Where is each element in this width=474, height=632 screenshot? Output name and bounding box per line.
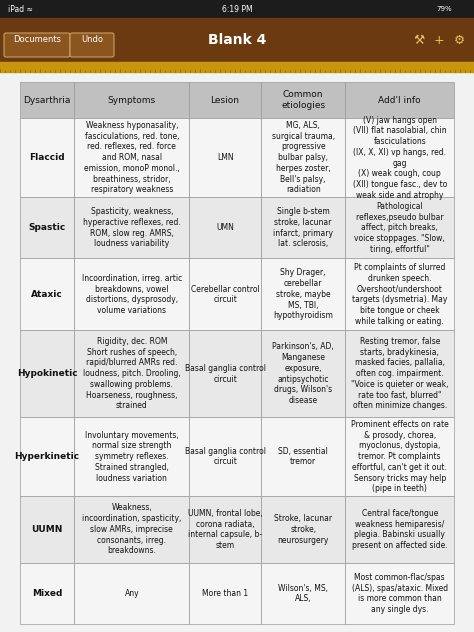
Bar bbox=[189, 496, 261, 562]
Bar bbox=[261, 118, 346, 197]
FancyBboxPatch shape bbox=[4, 33, 70, 57]
Bar bbox=[189, 82, 261, 118]
Text: 79%: 79% bbox=[436, 6, 452, 12]
Bar bbox=[74, 417, 189, 496]
Text: More than 1: More than 1 bbox=[202, 589, 248, 598]
FancyBboxPatch shape bbox=[70, 33, 114, 57]
Bar bbox=[20, 197, 74, 258]
Text: Symptoms: Symptoms bbox=[108, 95, 156, 104]
Text: LMN: LMN bbox=[217, 153, 233, 162]
Bar bbox=[189, 197, 261, 258]
Text: Incoordination, irreg. artic
breakdowns, vowel
distortions, dysprosody,
volume v: Incoordination, irreg. artic breakdowns,… bbox=[82, 274, 182, 315]
Bar bbox=[0, 0, 474, 18]
Bar bbox=[74, 496, 189, 562]
Text: ⚒: ⚒ bbox=[413, 33, 425, 47]
Bar bbox=[0, 62, 474, 72]
Text: UMN: UMN bbox=[216, 223, 234, 233]
Bar bbox=[20, 496, 74, 562]
Bar bbox=[189, 417, 261, 496]
Bar bbox=[74, 82, 189, 118]
Text: Single b-stem
stroke, lacunar
infarct, primary
lat. sclerosis,: Single b-stem stroke, lacunar infarct, p… bbox=[273, 207, 333, 248]
Text: Hyperkinetic: Hyperkinetic bbox=[15, 452, 80, 461]
Text: Cerebellar control
circuit: Cerebellar control circuit bbox=[191, 284, 259, 305]
Bar bbox=[261, 82, 346, 118]
Text: Flaccid: Flaccid bbox=[29, 153, 65, 162]
Text: MG, ALS,
surgical trauma,
progressive
bulbar palsy,
herpes zoster,
Bell's palsy,: MG, ALS, surgical trauma, progressive bu… bbox=[272, 121, 335, 195]
Bar bbox=[346, 562, 454, 624]
Text: Spastic: Spastic bbox=[28, 223, 66, 233]
Bar bbox=[20, 258, 74, 331]
Text: 6:19 PM: 6:19 PM bbox=[222, 4, 252, 13]
Bar bbox=[346, 496, 454, 562]
Text: Hypokinetic: Hypokinetic bbox=[17, 369, 77, 378]
Text: Weakness,
incoordination, spasticity,
slow AMRs, imprecise
consonants, irreg.
br: Weakness, incoordination, spasticity, sl… bbox=[82, 504, 182, 556]
Text: Documents: Documents bbox=[13, 35, 61, 44]
Text: Resting tremor, false
starts, bradykinesia,
masked facies, pallalia,
often cog. : Resting tremor, false starts, bradykines… bbox=[351, 337, 448, 410]
Text: Central face/tongue
weakness hemiparesis/
plegia. Babinski usually
present on af: Central face/tongue weakness hemiparesis… bbox=[352, 509, 447, 550]
Text: Add'l info: Add'l info bbox=[378, 95, 421, 104]
Bar bbox=[20, 118, 74, 197]
Text: Shy Drager,
cerebellar
stroke, maybe
MS, TBI,
hypothyroidism: Shy Drager, cerebellar stroke, maybe MS,… bbox=[273, 269, 333, 320]
Bar bbox=[0, 18, 474, 62]
Bar bbox=[261, 258, 346, 331]
Text: Most common-flac/spas
(ALS), spas/ataxic. Mixed
is more common than
any single d: Most common-flac/spas (ALS), spas/ataxic… bbox=[352, 573, 448, 614]
Text: Ataxic: Ataxic bbox=[31, 290, 63, 299]
Bar bbox=[189, 258, 261, 331]
Text: Lesion: Lesion bbox=[210, 95, 239, 104]
Text: Spasticity, weakness,
hyperactive reflexes, red.
ROM, slow reg. AMRS,
loudness v: Spasticity, weakness, hyperactive reflex… bbox=[83, 207, 181, 248]
Bar bbox=[346, 197, 454, 258]
Bar bbox=[74, 258, 189, 331]
Bar bbox=[261, 417, 346, 496]
Text: ⚙: ⚙ bbox=[453, 33, 465, 47]
Bar bbox=[346, 258, 454, 331]
Text: Rigidity, dec. ROM
Short rushes of speech,
rapid/blurred AMRs red.
loudness, pit: Rigidity, dec. ROM Short rushes of speec… bbox=[83, 337, 181, 410]
Bar bbox=[346, 331, 454, 417]
Text: Mixed: Mixed bbox=[32, 589, 62, 598]
Bar bbox=[20, 331, 74, 417]
Text: Pt complaints of slurred
drunken speech.
Overshoot/undershoot
targets (dysmetria: Pt complaints of slurred drunken speech.… bbox=[352, 263, 447, 326]
Bar bbox=[74, 118, 189, 197]
Text: Pathological
reflexes,pseudo bulbar
affect, pitch breaks,
voice stoppages. "Slow: Pathological reflexes,pseudo bulbar affe… bbox=[355, 202, 445, 254]
Bar bbox=[261, 197, 346, 258]
Bar bbox=[261, 496, 346, 562]
Text: +: + bbox=[434, 33, 444, 47]
Text: Dysarthria: Dysarthria bbox=[23, 95, 71, 104]
Text: Involuntary movements,
normal size strength
symmetry reflexes.
Strained strangle: Involuntary movements, normal size stren… bbox=[85, 430, 179, 483]
Text: Basal ganglia control
circuit: Basal ganglia control circuit bbox=[184, 447, 265, 466]
Text: iPad ≈: iPad ≈ bbox=[8, 4, 33, 13]
Text: Blank 4: Blank 4 bbox=[208, 33, 266, 47]
Bar bbox=[189, 331, 261, 417]
Text: UUMN: UUMN bbox=[31, 525, 63, 534]
Text: Common
etiologies: Common etiologies bbox=[281, 90, 325, 110]
Text: Stroke, lacunar
stroke,
neurosurgery: Stroke, lacunar stroke, neurosurgery bbox=[274, 514, 332, 545]
Bar bbox=[20, 417, 74, 496]
Bar bbox=[74, 562, 189, 624]
Text: Parkinson's, AD,
Manganese
exposure,
antipsychotic
drugs, Wilson's
disease: Parkinson's, AD, Manganese exposure, ant… bbox=[272, 343, 334, 405]
Text: Prominent effects on rate
& prosody, chorea,
myoclonus, dystopia,
tremor. Pt com: Prominent effects on rate & prosody, cho… bbox=[351, 420, 448, 494]
Bar bbox=[189, 118, 261, 197]
Bar bbox=[189, 562, 261, 624]
Bar bbox=[261, 562, 346, 624]
Text: Weakness hyponasality,
fasciculations, red. tone,
red. reflexes, red. force
and : Weakness hyponasality, fasciculations, r… bbox=[84, 121, 180, 195]
Bar bbox=[74, 197, 189, 258]
Bar bbox=[20, 562, 74, 624]
Bar bbox=[74, 331, 189, 417]
Bar bbox=[346, 82, 454, 118]
Bar bbox=[346, 118, 454, 197]
Text: (V) jaw hangs open
(VII) flat nasolabial, chin
fasciculations
(IX, X, XI) vp han: (V) jaw hangs open (VII) flat nasolabial… bbox=[353, 116, 447, 200]
Text: Wilson's, MS,
ALS,: Wilson's, MS, ALS, bbox=[278, 583, 328, 604]
Text: Basal ganglia control
circuit: Basal ganglia control circuit bbox=[184, 364, 265, 384]
Bar bbox=[20, 82, 74, 118]
Text: Undo: Undo bbox=[81, 35, 103, 44]
Text: SD, essential
tremor: SD, essential tremor bbox=[278, 447, 328, 466]
Text: Any: Any bbox=[125, 589, 139, 598]
Bar bbox=[346, 417, 454, 496]
Text: UUMN, frontal lobe,
corona radiata,
internal capsule, b-
stem: UUMN, frontal lobe, corona radiata, inte… bbox=[188, 509, 263, 550]
Bar bbox=[261, 331, 346, 417]
